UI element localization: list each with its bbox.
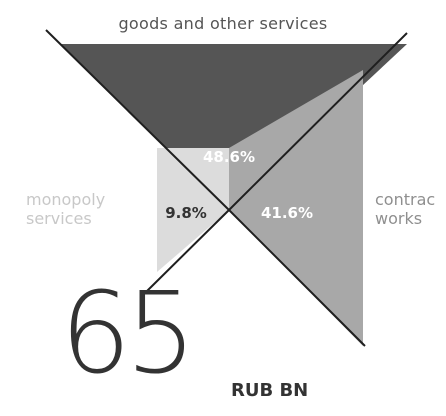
category-label-monopoly-line-2: services bbox=[26, 209, 105, 228]
category-label-contract-line-2: works bbox=[375, 209, 435, 228]
category-label-contract: contrac works bbox=[375, 190, 435, 228]
value-label-monopoly: 9.8% bbox=[165, 204, 207, 222]
value-label-goods: 48.6% bbox=[203, 148, 255, 166]
category-label-contract-line-1: contrac bbox=[375, 190, 435, 209]
value-label-contract: 41.6% bbox=[261, 204, 313, 222]
total-unit: RUB BN bbox=[231, 380, 308, 402]
category-label-monopoly: monopoly services bbox=[26, 190, 105, 228]
total-value: 65 bbox=[60, 278, 191, 390]
category-label-goods-line-1: goods and other services bbox=[0, 14, 446, 33]
category-label-monopoly-line-1: monopoly bbox=[26, 190, 105, 209]
category-label-goods: goods and other services bbox=[0, 14, 446, 33]
